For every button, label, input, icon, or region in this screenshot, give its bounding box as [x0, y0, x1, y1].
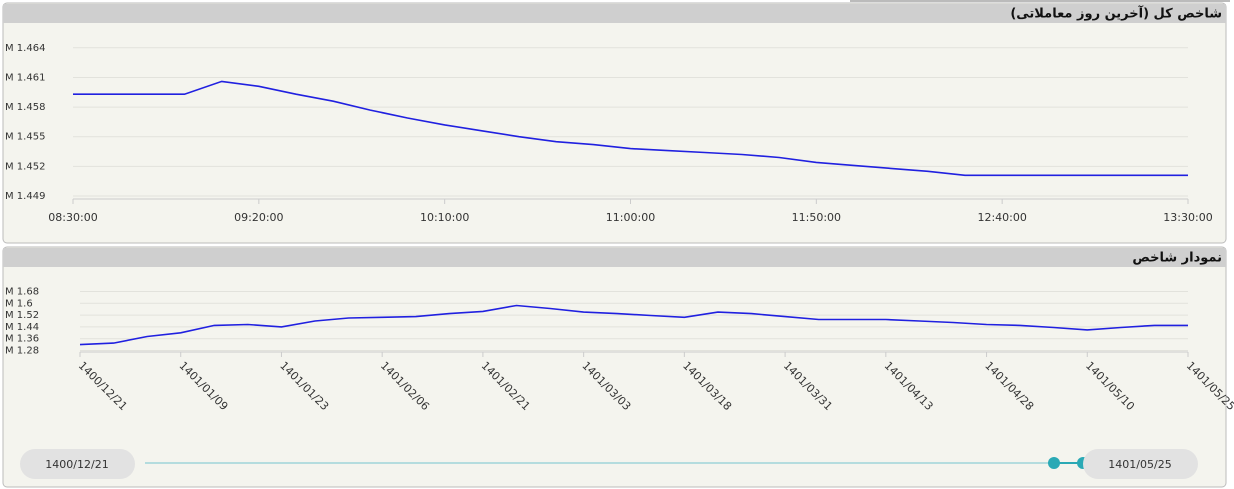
end-date-pill[interactable] [1083, 449, 1198, 479]
x-tick-label: 11:00:00 [606, 211, 655, 224]
x-tick-label: 12:40:00 [977, 211, 1026, 224]
panel-title: شاخص کل (آخرین روز معاملاتی) [1010, 5, 1222, 22]
panel-header [3, 248, 1226, 267]
index-line [79, 304, 1188, 346]
y-tick-label: M 1.68 [5, 286, 39, 297]
y-tick-label: M 1.452 [5, 161, 45, 172]
y-tick-label: M 1.6 [5, 298, 33, 309]
y-tick-label: M 1.461 [5, 72, 45, 83]
x-tick-label: 09:20:00 [234, 211, 283, 224]
y-tick-label: M 1.455 [5, 132, 45, 143]
top-edge [850, 0, 1230, 2]
y-tick-label: M 1.458 [5, 102, 45, 113]
end-date: 1401/05/25 [1108, 458, 1171, 471]
x-tick-label: 13:30:00 [1163, 211, 1212, 224]
slider-handle[interactable] [1048, 457, 1060, 469]
y-tick-label: M 1.52 [5, 310, 39, 321]
panel [2, 2, 1227, 244]
start-date: 1400/12/21 [45, 458, 108, 471]
x-tick-label: 08:30:00 [48, 211, 97, 224]
y-tick-label: M 1.28 [5, 346, 39, 357]
y-tick-label: M 1.44 [5, 322, 39, 333]
y-tick-label: M 1.464 [5, 43, 45, 54]
y-tick-label: M 1.449 [5, 191, 45, 202]
y-tick-label: M 1.36 [5, 334, 39, 345]
panel [2, 246, 1227, 488]
x-tick-label: 11:50:00 [792, 211, 841, 224]
start-date-pill[interactable] [20, 449, 135, 479]
panel-title: نمودار شاخص [1132, 251, 1222, 266]
x-tick-label: 10:10:00 [420, 211, 469, 224]
index-line [73, 80, 1188, 177]
panel-header [3, 4, 1226, 23]
